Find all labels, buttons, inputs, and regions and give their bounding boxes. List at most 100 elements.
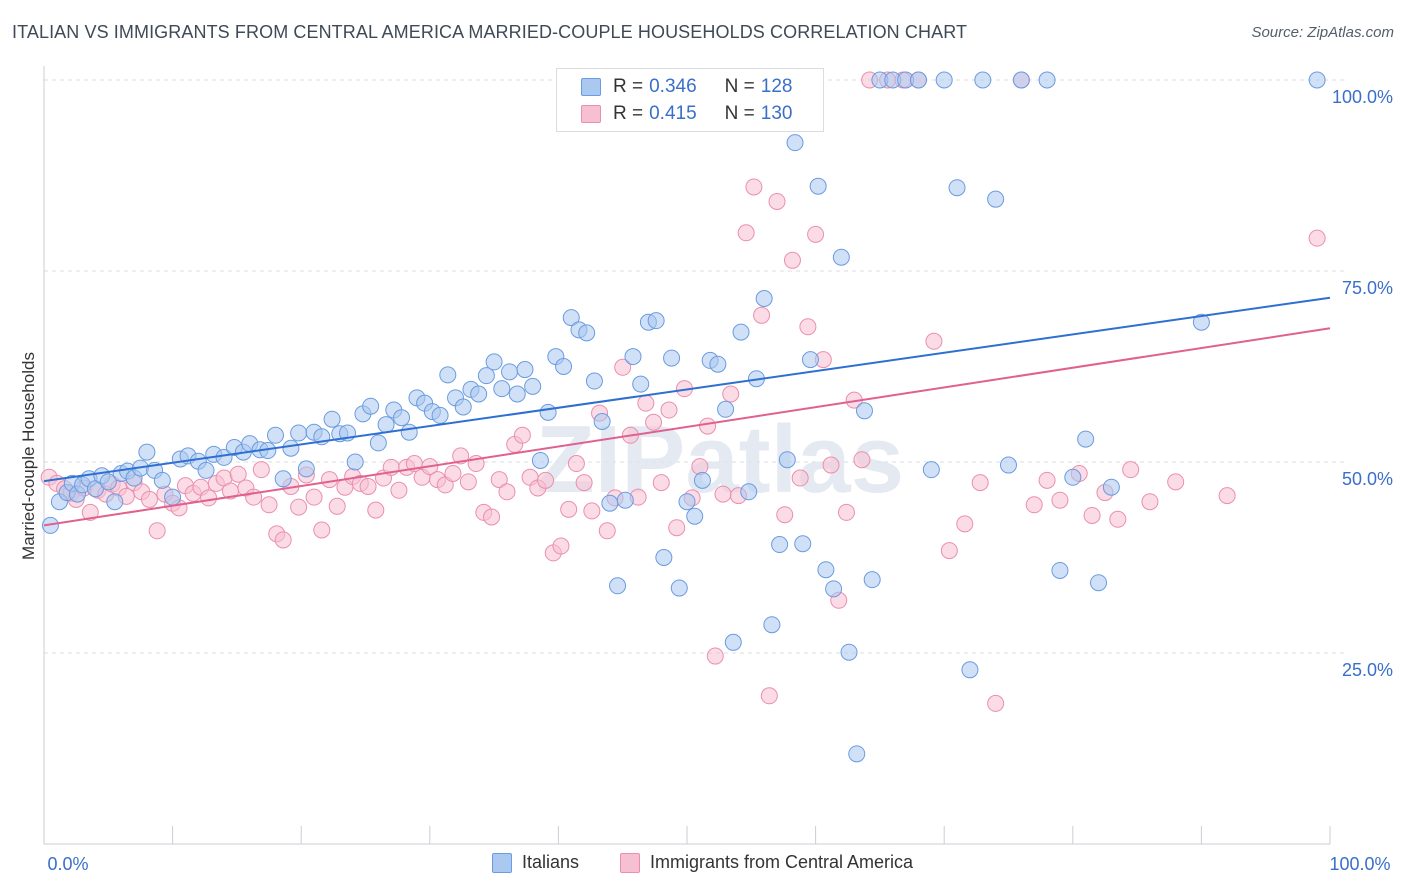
italians-point [501,363,519,381]
immigrants-point [260,496,278,514]
italians-point [840,643,858,661]
immigrants-point [1051,491,1069,509]
immigrants-point [1167,473,1185,491]
italians-point [848,745,866,763]
italians-point [974,71,992,89]
italians-point [709,355,727,373]
bottom-legend-italians: Italians [492,852,579,873]
immigrants-point [140,490,158,508]
immigrants-point [1141,493,1159,511]
italians-point [717,400,735,418]
italians-point [153,471,171,489]
italians-point [935,71,953,89]
immigrants-point [799,318,817,336]
italians-point [693,471,711,489]
italians-point [1308,71,1326,89]
immigrants-trend-line [43,327,1331,527]
immigrants-point [645,413,663,431]
italians-point [1000,456,1017,474]
immigrants-point [1308,229,1326,247]
italians-point [763,616,781,634]
immigrants-point [229,465,247,483]
immigrants-point [837,503,855,521]
immigrants-point [598,522,616,540]
data-points [40,71,1326,763]
legend-swatch-italians [581,78,601,96]
legend-r-label: R = [613,103,644,124]
axes [43,66,1331,845]
legend-r-label: R = [613,76,644,97]
grid-lines [44,79,1344,654]
immigrants-point [614,358,632,376]
immigrants-point [320,471,338,489]
italians-point [531,451,549,469]
italians-point [555,358,573,375]
y-tick-label: 50.0% [1342,469,1393,489]
italians-point [655,549,673,566]
immigrants-point [1083,506,1101,524]
legend-row-italians: R = 0.346 N = 128 [581,73,792,101]
legend-n-value: 128 [760,76,793,97]
legend-r-value: 0.415 [649,103,697,124]
immigrants-point [552,537,570,555]
immigrants-point [1025,496,1043,514]
x-tick-label: 100.0% [1329,854,1390,874]
bottom-legend-swatch-italians [492,852,512,873]
bottom-legend-label-immigrants: Immigrants from Central America [650,852,914,872]
italians-point [670,579,688,597]
immigrants-point [971,474,989,492]
immigrants-point [1109,510,1127,528]
italians-point [164,488,182,506]
immigrants-point [987,694,1005,712]
immigrants-point [367,501,385,519]
italians-point [377,416,395,434]
immigrants-point [452,447,470,465]
italians-point [948,179,966,197]
italians-point [724,633,742,651]
immigrants-point [956,515,974,533]
italians-point [678,493,696,511]
y-tick-label: 25.0% [1342,660,1393,680]
italians-point [809,177,827,195]
italians-point [961,661,979,679]
immigrants-point [560,500,578,518]
immigrants-point [328,497,346,515]
immigrants-point [513,426,531,444]
bottom-legend-immigrants: Immigrants from Central America [620,852,913,873]
italians-point [1090,574,1108,592]
immigrants-point [668,519,686,537]
italians-trend-line [43,296,1331,483]
immigrants-point [1122,461,1140,479]
legend-swatch-immigrants [581,105,601,123]
italians-point [663,349,681,367]
italians-point [909,71,927,89]
italians-point [493,380,511,398]
immigrants-point [760,687,778,705]
legend-n-label: N = [724,103,755,124]
italians-point [1012,71,1030,89]
immigrants-point [444,464,462,482]
italians-point [825,580,843,598]
italians-point [686,507,704,525]
italians-point [832,248,850,266]
italians-point [524,377,542,395]
italians-point [362,397,380,415]
immigrants-point [791,469,809,487]
italians-point [755,290,773,308]
italians-point [323,410,341,428]
immigrants-point [660,401,678,419]
immigrants-point [390,481,408,499]
italians-point [855,402,873,420]
immigrants-point [722,385,740,403]
immigrants-point [575,474,593,492]
immigrants-point [637,394,655,412]
legend-n-label: N = [724,76,755,97]
italians-point [516,361,534,379]
italians-point [1038,71,1056,89]
italians-point [454,398,472,416]
legend-row-immigrants: R = 0.415 N = 130 [581,100,792,128]
y-tick-label: 100.0% [1332,87,1393,107]
immigrants-point [359,477,377,495]
italians-point [624,348,642,366]
immigrants-point [498,483,516,501]
